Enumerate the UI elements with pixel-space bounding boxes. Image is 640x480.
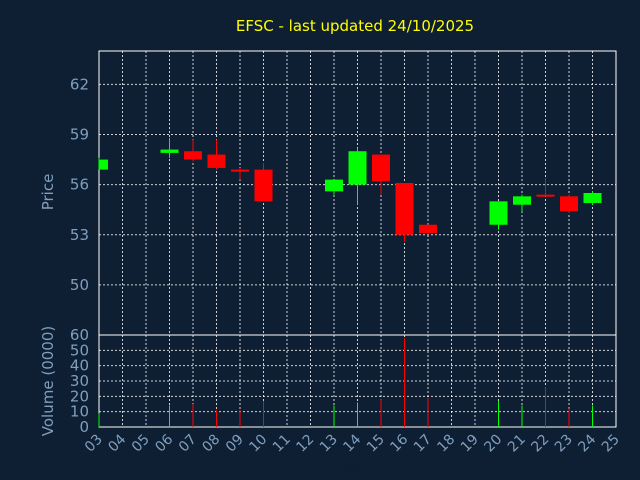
candle-body (560, 196, 578, 212)
candle-body (254, 169, 273, 202)
candle-body (419, 224, 437, 234)
volume-tick-label: 0 (79, 418, 89, 436)
volume-tick-label: 30 (70, 372, 89, 390)
price-tick-label: 50 (70, 276, 89, 294)
day-tick-label: 16 (387, 431, 411, 455)
day-tick-label: 10 (246, 432, 270, 456)
day-tick-label: 17 (411, 432, 435, 456)
volume-tick-label: 50 (70, 341, 89, 359)
day-tick-label: 18 (434, 432, 458, 456)
volume-tick-label: 10 (70, 403, 89, 421)
volume-tick-label: 20 (70, 387, 89, 405)
price-panel: 50 53 56 59 62 Price (39, 50, 617, 336)
price-tick-label: 56 (70, 176, 89, 194)
volume-axis-label: Volume (0000) (39, 326, 57, 436)
candle-body (513, 196, 531, 205)
candle-body (489, 201, 508, 225)
price-axis-label: Price (39, 174, 57, 211)
candle-body (99, 159, 108, 170)
day-tick-label: 08 (199, 432, 223, 456)
day-tick-label: 09 (223, 432, 247, 456)
day-tick-label: 14 (340, 431, 364, 455)
day-tick-label: 25 (599, 432, 623, 456)
volume-tick-label: 60 (70, 326, 89, 344)
candle-body (583, 193, 602, 204)
day-tick-label: 21 (505, 432, 529, 456)
day-tick-label: 20 (481, 432, 505, 456)
candle-body (348, 151, 367, 185)
candle-body (231, 169, 249, 172)
candle-body (536, 194, 555, 197)
day-tick-label: 23 (552, 432, 576, 456)
candle-body (372, 154, 390, 182)
day-tick-label: 04 (105, 431, 129, 455)
candle-body (395, 182, 414, 235)
candle-body (325, 179, 343, 192)
candles (98, 137, 602, 242)
volume-tick-label: 40 (70, 357, 89, 375)
day-tick-label: 24 (575, 431, 599, 455)
day-tick-label: 15 (364, 432, 388, 456)
price-axis-ticks: 50 53 56 59 62 (70, 75, 89, 293)
candle-body (160, 149, 179, 153)
candle-body (184, 151, 202, 160)
day-tick-label: 13 (317, 432, 341, 456)
day-tick-label: 05 (129, 432, 153, 456)
day-tick-label: 07 (176, 432, 200, 456)
day-tick-label: 22 (528, 432, 552, 456)
volume-bars (98, 338, 593, 427)
chart-title: EFSC - last updated 24/10/2025 (236, 17, 474, 35)
day-axis-label: Day (334, 460, 362, 476)
day-axis-ticks: 03 04 05 06 07 08 09 10 11 12 13 14 15 16 17 18 19 20 21 22… (82, 431, 623, 455)
price-tick-label: 59 (70, 126, 89, 144)
day-tick-label: 19 (458, 432, 482, 456)
price-tick-label: 53 (70, 226, 89, 244)
day-tick-label: 12 (293, 432, 317, 456)
day-tick-label: 11 (270, 432, 294, 456)
price-tick-label: 62 (70, 75, 89, 93)
candle-body (207, 154, 226, 168)
day-tick-label: 06 (152, 431, 176, 455)
